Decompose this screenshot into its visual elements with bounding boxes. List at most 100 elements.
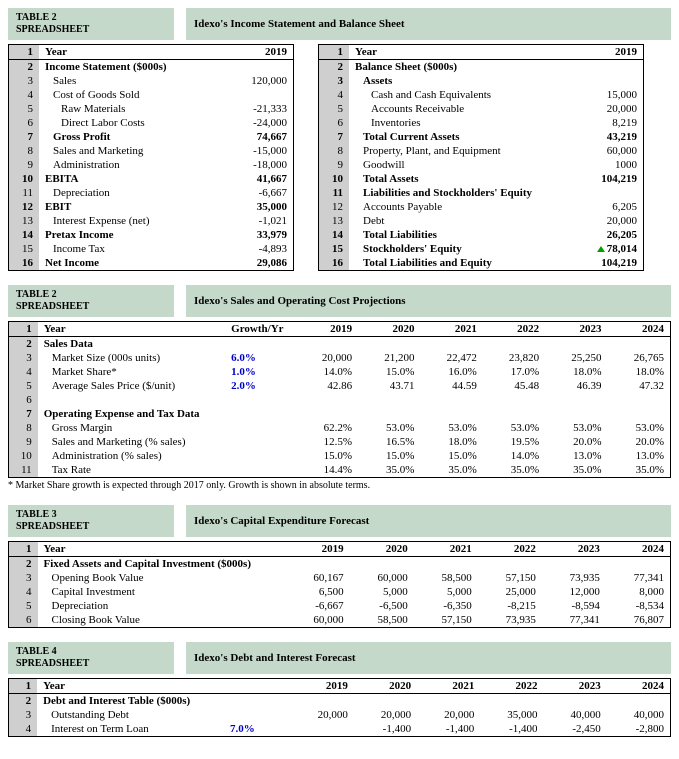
table-row: 6Closing Book Value60,00058,50057,15073,… bbox=[9, 613, 671, 628]
cell: 35.0% bbox=[420, 463, 482, 478]
table-row: 1Year2019 bbox=[9, 45, 294, 60]
cell: 12 bbox=[319, 200, 350, 214]
cell bbox=[350, 557, 414, 572]
table-row: 2Fixed Assets and Capital Investment ($0… bbox=[9, 557, 671, 572]
cell: Year bbox=[38, 542, 286, 557]
cell: 2024 bbox=[608, 322, 671, 337]
cell bbox=[225, 435, 296, 449]
cell: 5 bbox=[9, 599, 38, 613]
cell: Administration (% sales) bbox=[38, 449, 225, 463]
cell: 2023 bbox=[542, 542, 606, 557]
cell bbox=[542, 557, 606, 572]
cell bbox=[545, 407, 607, 421]
cell: 10 bbox=[9, 449, 38, 463]
cell bbox=[480, 694, 543, 709]
section1-label-l2: SPREADSHEET bbox=[16, 24, 89, 35]
cell: 7 bbox=[319, 130, 350, 144]
section2-title: Idexo's Sales and Operating Cost Project… bbox=[186, 285, 671, 317]
cell: 12 bbox=[9, 200, 40, 214]
cell: Market Share* bbox=[38, 365, 225, 379]
cell: 25,000 bbox=[478, 585, 542, 599]
cell bbox=[354, 694, 417, 709]
cell: Assets bbox=[349, 74, 561, 88]
cell: 2 bbox=[319, 60, 350, 75]
table-row: 2Income Statement ($000s) bbox=[9, 60, 294, 75]
cell: 14 bbox=[9, 228, 40, 242]
cell: 60,167 bbox=[286, 571, 350, 585]
cell: 29,086 bbox=[211, 256, 294, 271]
cell: 43,219 bbox=[561, 130, 644, 144]
cell: 40,000 bbox=[544, 708, 607, 722]
cell: 40,000 bbox=[607, 708, 671, 722]
cell: 13.0% bbox=[545, 449, 607, 463]
table-row: 8Property, Plant, and Equipment60,000 bbox=[319, 144, 644, 158]
cell bbox=[561, 186, 644, 200]
cell: 16.0% bbox=[420, 365, 482, 379]
cell bbox=[286, 557, 350, 572]
cell: -6,667 bbox=[211, 186, 294, 200]
cell: 4 bbox=[9, 365, 38, 379]
cell: 1 bbox=[9, 45, 40, 60]
cell: Raw Materials bbox=[39, 102, 211, 116]
table-row: 6Direct Labor Costs-24,000 bbox=[9, 116, 294, 130]
cell: 35.0% bbox=[545, 463, 607, 478]
cell: 2 bbox=[9, 694, 38, 709]
cell bbox=[545, 337, 607, 352]
cell: Growth/Yr bbox=[225, 322, 296, 337]
table-row: 4Market Share*1.0%14.0%15.0%16.0%17.0%18… bbox=[9, 365, 671, 379]
cell: 53.0% bbox=[358, 421, 420, 435]
cell: 15.0% bbox=[420, 449, 482, 463]
projections-table: 1YearGrowth/Yr2019202020212022202320242S… bbox=[8, 321, 671, 478]
cell: 7 bbox=[9, 130, 40, 144]
cell: 17.0% bbox=[483, 365, 545, 379]
cell: 3 bbox=[9, 571, 38, 585]
cell: Balance Sheet ($000s) bbox=[349, 60, 561, 75]
table-row: 5Average Sales Price ($/unit)2.0%42.8643… bbox=[9, 379, 671, 393]
cell: 20,000 bbox=[354, 708, 417, 722]
cell: Income Tax bbox=[39, 242, 211, 256]
cell: 6 bbox=[319, 116, 350, 130]
cell: 15 bbox=[9, 242, 40, 256]
section3-title: Idexo's Capital Expenditure Forecast bbox=[186, 505, 671, 537]
cell: 2 bbox=[9, 557, 38, 572]
cell: 57,150 bbox=[414, 613, 478, 628]
section2-label: TABLE 2 SPREADSHEET bbox=[8, 285, 186, 317]
table-row: 4Cash and Cash Equivalents15,000 bbox=[319, 88, 644, 102]
cell: 104,219 bbox=[561, 172, 644, 186]
cell bbox=[224, 679, 291, 694]
table-row: 14Pretax Income33,979 bbox=[9, 228, 294, 242]
cell: Depreciation bbox=[39, 186, 211, 200]
cell: 15.0% bbox=[296, 449, 358, 463]
section-income-balance: TABLE 2 SPREADSHEET Idexo's Income State… bbox=[8, 8, 671, 271]
cell: 2020 bbox=[350, 542, 414, 557]
cell: 18.0% bbox=[608, 365, 671, 379]
cell bbox=[358, 407, 420, 421]
cell: 20,000 bbox=[417, 708, 480, 722]
cell: 120,000 bbox=[211, 74, 294, 88]
table-row: 3Opening Book Value60,16760,00058,50057,… bbox=[9, 571, 671, 585]
section-debt: TABLE 4 SPREADSHEET Idexo's Debt and Int… bbox=[8, 642, 671, 737]
table-row: 3Sales120,000 bbox=[9, 74, 294, 88]
table-row: 1Year2019 bbox=[319, 45, 644, 60]
cell: EBITA bbox=[39, 172, 211, 186]
section1-label: TABLE 2 SPREADSHEET bbox=[8, 8, 186, 40]
cell: Liabilities and Stockholders' Equity bbox=[349, 186, 561, 200]
cell bbox=[225, 449, 296, 463]
cell: -6,350 bbox=[414, 599, 478, 613]
debt-table: 1Year2019202020212022202320242Debt and I… bbox=[8, 678, 671, 737]
cell: 35.0% bbox=[483, 463, 545, 478]
section1-label-l1: TABLE 2 bbox=[16, 12, 57, 23]
cell: -1,400 bbox=[354, 722, 417, 737]
cell bbox=[420, 407, 482, 421]
cell: Interest Expense (net) bbox=[39, 214, 211, 228]
cell: Total Liabilities bbox=[349, 228, 561, 242]
cell: Direct Labor Costs bbox=[39, 116, 211, 130]
cell: 78,014 bbox=[561, 242, 644, 256]
table-row: 16Total Liabilities and Equity104,219 bbox=[319, 256, 644, 271]
cell: 43.71 bbox=[358, 379, 420, 393]
table-row: 3Outstanding Debt20,00020,00020,00035,00… bbox=[9, 708, 671, 722]
cell: Tax Rate bbox=[38, 463, 225, 478]
section3-header: TABLE 3 SPREADSHEET Idexo's Capital Expe… bbox=[8, 505, 671, 537]
cell: -1,400 bbox=[417, 722, 480, 737]
table-row: 4Capital Investment6,5005,0005,00025,000… bbox=[9, 585, 671, 599]
